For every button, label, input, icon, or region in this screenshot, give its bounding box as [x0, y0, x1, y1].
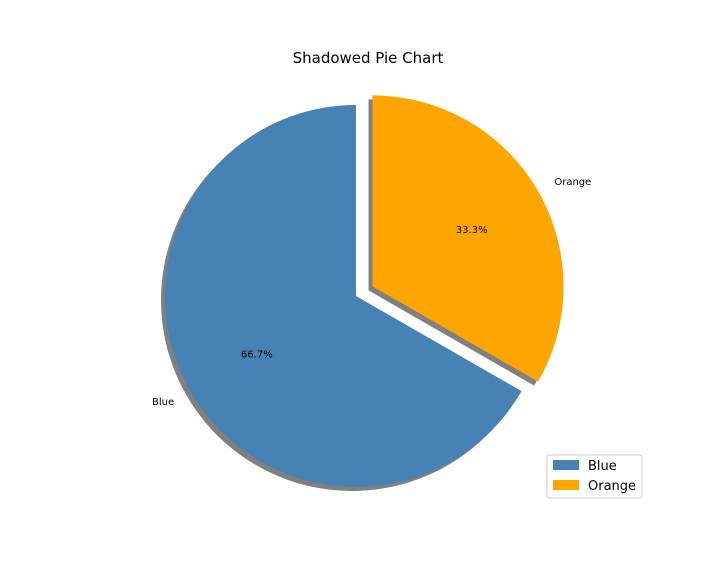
- legend-swatch-blue: [553, 460, 579, 470]
- slice-label-blue: Blue: [152, 397, 174, 408]
- pie-slice-orange: [372, 95, 564, 382]
- legend-label-orange: Orange: [588, 479, 636, 494]
- percent-label-blue: 66.7%: [241, 349, 273, 360]
- slice-layer: [164, 95, 564, 487]
- label-layer: Blue 66.7% Orange 33.3%: [152, 177, 591, 408]
- chart-title: Shadowed Pie Chart: [293, 49, 444, 67]
- legend-label-blue: Blue: [588, 459, 617, 474]
- legend: Blue Orange: [546, 454, 643, 499]
- legend-swatch-orange: [553, 480, 579, 490]
- slice-label-orange: Orange: [554, 177, 591, 188]
- percent-label-orange: 33.3%: [456, 225, 488, 236]
- pie-slice-blue: [164, 105, 522, 487]
